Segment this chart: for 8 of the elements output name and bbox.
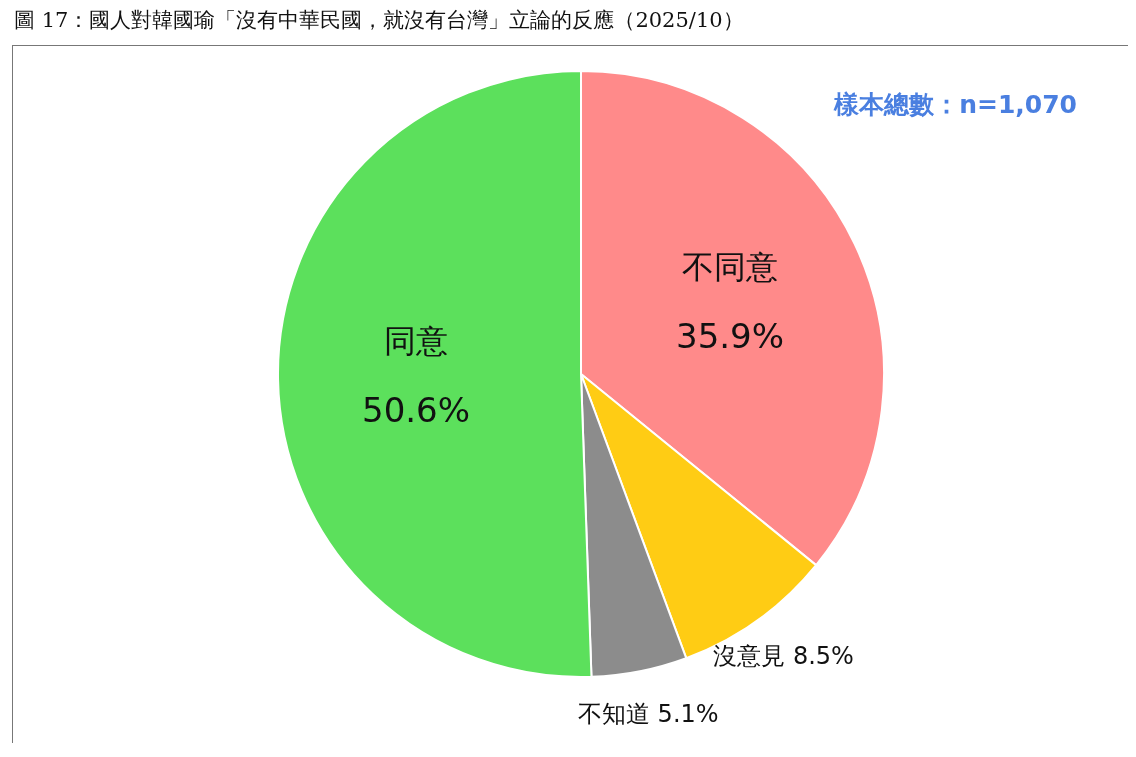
slice-label: 同意 — [384, 321, 449, 360]
text: 樣本總數：n=1,070 — [834, 89, 1077, 121]
chart-title: 圖 17：國人對韓國瑜「沒有中華民國，就沒有台灣」立論的反應（2025/10） — [14, 7, 744, 34]
slice-label: 不同意 — [682, 248, 778, 287]
data-label: 50.6% — [362, 389, 471, 430]
data-label: 35.9% — [675, 316, 784, 357]
slice-label: 不知道 5.1% — [577, 700, 719, 729]
slice-label: 沒意見 8.5% — [713, 641, 854, 670]
